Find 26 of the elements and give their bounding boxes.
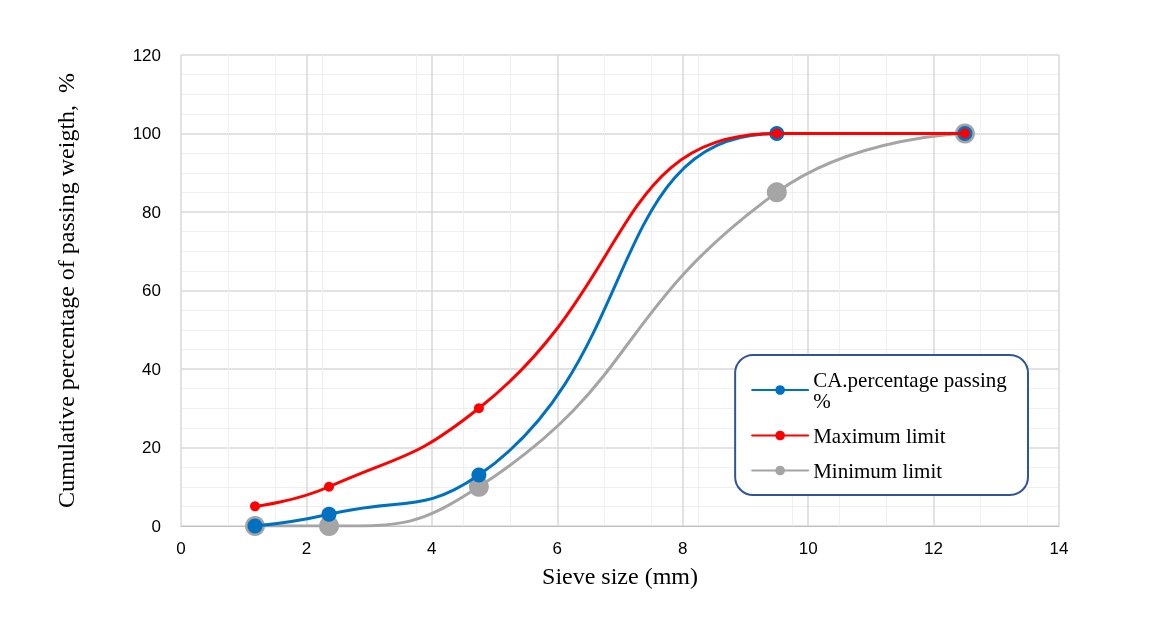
x-tick-label: 4 (427, 539, 437, 558)
y-axis-title: Cumulative percentage of passing weigth, % (53, 72, 79, 509)
x-axis-title: Sieve size (mm) (542, 563, 698, 589)
x-tick-label: 12 (924, 539, 944, 558)
legend-label: Maximum limit (813, 423, 946, 448)
x-tick-label: 2 (301, 539, 312, 558)
point (321, 506, 337, 522)
legend-label: Minimum limit (813, 458, 943, 483)
x-tick-label: 14 (1049, 539, 1069, 558)
x-tick-label: 10 (798, 539, 818, 558)
point (324, 481, 335, 492)
x-tick-label: 8 (677, 539, 688, 558)
x-tick-label: 6 (552, 539, 563, 558)
y-tick-label: 40 (142, 359, 161, 379)
y-tick-label: 60 (142, 281, 161, 300)
y-tick-label: 100 (132, 124, 161, 143)
x-tick-label: 0 (176, 539, 186, 558)
y-tick-label: 0 (151, 516, 161, 536)
point (766, 182, 787, 203)
point (250, 501, 260, 512)
point (473, 403, 484, 414)
y-tick-label: 120 (132, 45, 161, 65)
y-tick-label: 80 (142, 202, 161, 222)
y-tick-label: 20 (142, 438, 161, 457)
legend-label: CA.percentage passing % (813, 367, 1013, 413)
point (471, 467, 487, 483)
